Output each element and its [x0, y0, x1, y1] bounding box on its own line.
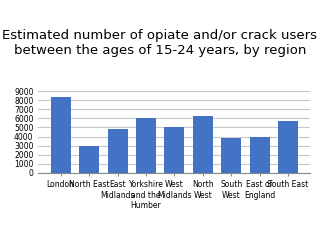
Bar — [278, 121, 298, 173]
Bar — [221, 138, 241, 173]
Bar — [108, 129, 127, 173]
Bar — [79, 146, 99, 173]
Bar — [250, 137, 270, 173]
Bar — [193, 116, 213, 173]
Bar — [164, 127, 184, 173]
Bar — [51, 97, 71, 173]
Bar — [136, 118, 156, 173]
Text: Estimated number of opiate and/or crack users
between the ages of 15-24 years, b: Estimated number of opiate and/or crack … — [3, 29, 317, 57]
